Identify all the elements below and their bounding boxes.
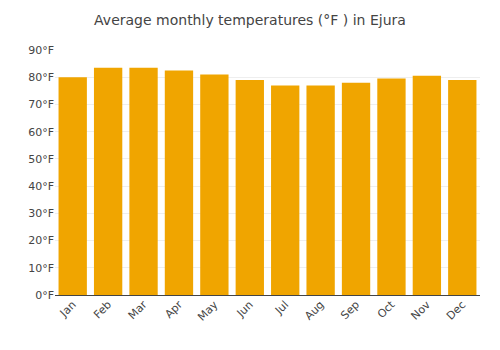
svg-text:40°F: 40°F bbox=[28, 180, 54, 193]
svg-text:Nov: Nov bbox=[409, 298, 434, 323]
svg-text:0°F: 0°F bbox=[35, 289, 54, 302]
svg-text:70°F: 70°F bbox=[28, 98, 54, 111]
svg-text:Feb: Feb bbox=[91, 298, 114, 321]
svg-text:80°F: 80°F bbox=[28, 71, 54, 84]
svg-text:Dec: Dec bbox=[444, 298, 468, 322]
svg-text:Jan: Jan bbox=[57, 298, 79, 320]
svg-text:Jul: Jul bbox=[272, 298, 291, 317]
svg-text:May: May bbox=[195, 298, 221, 324]
svg-text:Aug: Aug bbox=[302, 298, 326, 322]
svg-text:Average monthly temperatures (: Average monthly temperatures (°F ) in Ej… bbox=[94, 12, 406, 28]
svg-text:20°F: 20°F bbox=[28, 234, 54, 247]
svg-text:60°F: 60°F bbox=[28, 126, 54, 139]
svg-text:Apr: Apr bbox=[162, 298, 185, 321]
svg-text:50°F: 50°F bbox=[28, 153, 54, 166]
svg-text:Oct: Oct bbox=[375, 298, 398, 321]
svg-text:Mar: Mar bbox=[126, 298, 150, 322]
svg-text:90°F: 90°F bbox=[28, 44, 54, 57]
svg-text:Sep: Sep bbox=[338, 298, 362, 322]
svg-text:10°F: 10°F bbox=[28, 262, 54, 275]
svg-text:30°F: 30°F bbox=[28, 207, 54, 220]
svg-text:Jun: Jun bbox=[234, 298, 256, 320]
